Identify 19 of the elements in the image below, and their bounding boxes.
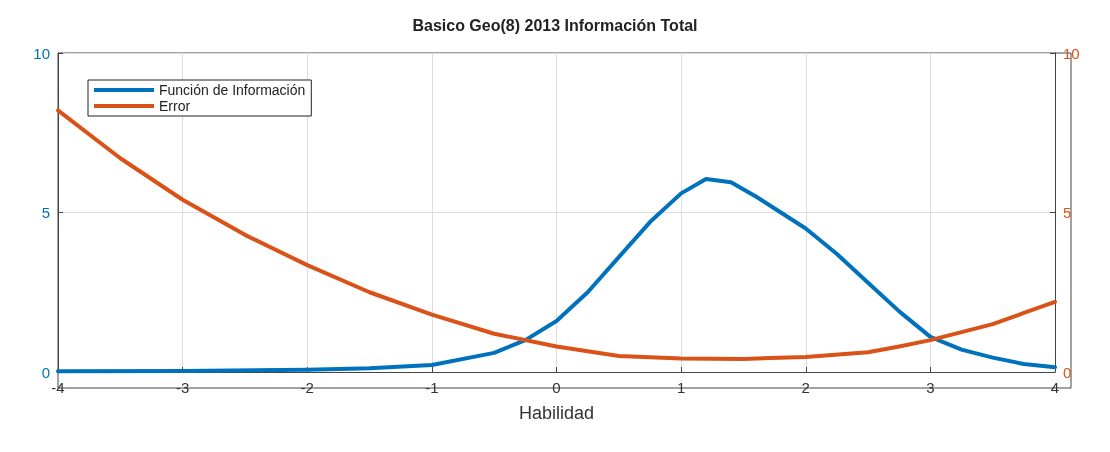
y2-tick-label: 0 [1063,363,1072,381]
x-tick-label: -1 [425,379,439,396]
y-tick-label: 5 [41,204,50,221]
x-tick-label: 3 [926,379,935,396]
y-tick-label: 0 [41,363,50,381]
legend-label: Error [159,98,191,114]
chart-title: Basico Geo(8) 2013 Información Total [412,16,698,34]
x-tick-label: 0 [552,379,561,396]
x-axis-title: Habilidad [518,403,595,423]
y-tick-label: 10 [33,44,50,62]
x-tick-label: -4 [51,379,65,396]
y2-tick-label: 10 [1063,44,1080,62]
x-tick-label: -2 [300,379,314,396]
x-tick-label: -3 [175,379,190,396]
x-tick-label: 4 [1050,379,1060,396]
x-tick-label: 2 [801,379,810,396]
y2-tick-label: 5 [1063,204,1072,221]
legend-label: Función de Información [159,82,306,98]
x-tick-label: 1 [676,379,686,396]
